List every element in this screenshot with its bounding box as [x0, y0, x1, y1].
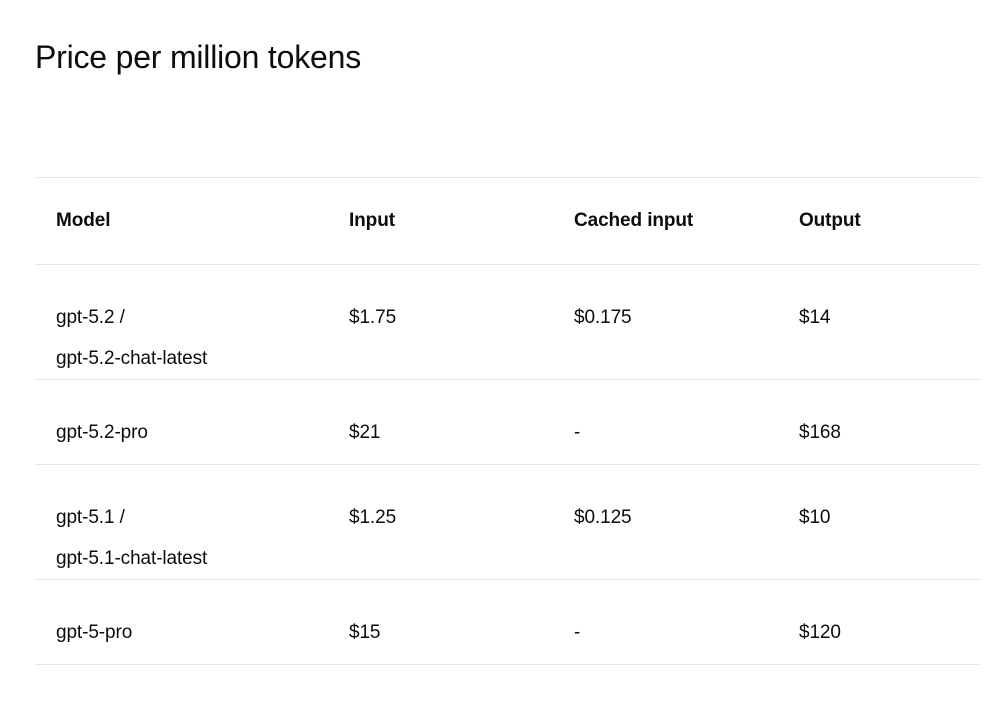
cell-input: $1.25	[328, 464, 553, 580]
table-row: gpt-5.1 / gpt-5.1-chat-latest $1.25 $0.1…	[35, 464, 980, 580]
table-header: Model Input Cached input Output	[35, 177, 980, 265]
table-row: gpt-5.2-pro $21 - $168	[35, 379, 980, 465]
table-body: gpt-5.2 / gpt-5.2-chat-latest $1.75 $0.1…	[35, 264, 980, 665]
column-header-output: Output	[778, 177, 980, 265]
pricing-table: Model Input Cached input Output gpt-5.2 …	[35, 177, 980, 665]
cell-model: gpt-5.1 / gpt-5.1-chat-latest	[35, 464, 328, 580]
price-value-output: $10	[799, 507, 831, 528]
cell-output: $14	[778, 264, 980, 380]
table-row: gpt-5.2 / gpt-5.2-chat-latest $1.75 $0.1…	[35, 264, 980, 380]
table-row: gpt-5-pro $15 - $120	[35, 579, 980, 665]
model-name-line: gpt-5.1-chat-latest	[56, 548, 208, 569]
column-header-cached-input: Cached input	[553, 177, 778, 265]
cell-cached-input: -	[553, 579, 778, 665]
price-value-input: $15	[349, 622, 381, 643]
page-title: Price per million tokens	[35, 39, 361, 76]
column-header-input: Input	[328, 177, 553, 265]
model-name-line: gpt-5-pro	[56, 622, 133, 643]
table-header-row: Model Input Cached input Output	[35, 177, 980, 265]
cell-cached-input: $0.175	[553, 264, 778, 380]
cell-model: gpt-5-pro	[35, 579, 328, 665]
cell-input: $15	[328, 579, 553, 665]
price-value-input: $21	[349, 422, 381, 443]
price-value-cached-input: -	[574, 422, 581, 443]
model-name-line: gpt-5.2-chat-latest	[56, 348, 208, 369]
cell-model: gpt-5.2-pro	[35, 379, 328, 465]
cell-model: gpt-5.2 / gpt-5.2-chat-latest	[35, 264, 328, 380]
price-value-cached-input: $0.125	[574, 507, 632, 528]
model-name-line: gpt-5.1 /	[56, 507, 125, 528]
cell-output: $10	[778, 464, 980, 580]
cell-input: $21	[328, 379, 553, 465]
model-name-line: gpt-5.2-pro	[56, 422, 148, 443]
price-value-input: $1.25	[349, 507, 397, 528]
price-value-output: $168	[799, 422, 841, 443]
price-value-cached-input: $0.175	[574, 307, 632, 328]
cell-output: $120	[778, 579, 980, 665]
model-name-line: gpt-5.2 /	[56, 307, 125, 328]
price-value-input: $1.75	[349, 307, 397, 328]
cell-input: $1.75	[328, 264, 553, 380]
price-value-output: $120	[799, 622, 841, 643]
column-header-model: Model	[35, 177, 328, 265]
price-value-output: $14	[799, 307, 831, 328]
cell-cached-input: -	[553, 379, 778, 465]
price-value-cached-input: -	[574, 622, 581, 643]
pricing-table-container: Model Input Cached input Output gpt-5.2 …	[35, 177, 980, 665]
cell-cached-input: $0.125	[553, 464, 778, 580]
cell-output: $168	[778, 379, 980, 465]
